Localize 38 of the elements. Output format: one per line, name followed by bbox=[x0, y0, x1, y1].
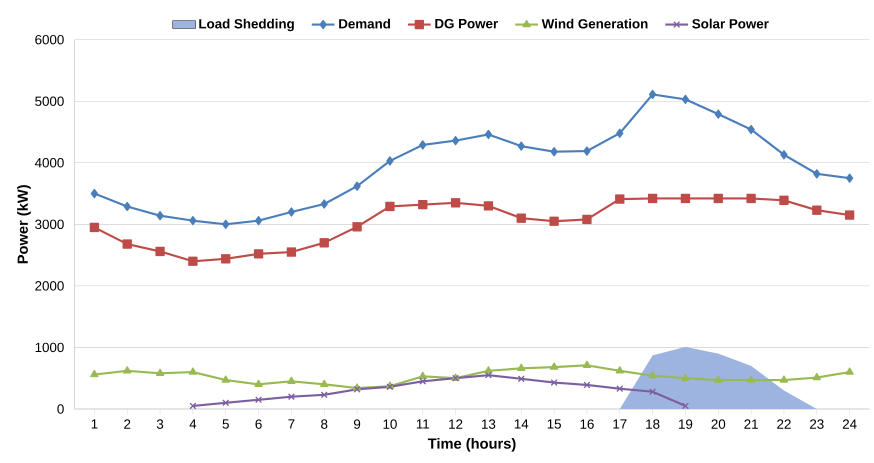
x-tick-label: 19 bbox=[679, 419, 692, 429]
x-tick-label: 10 bbox=[384, 419, 397, 429]
y-tick-label: 6000 bbox=[35, 34, 64, 44]
y-tick-label: 1000 bbox=[36, 342, 64, 352]
x-tick-label: 20 bbox=[712, 419, 726, 429]
x-tick-label: 9 bbox=[354, 419, 360, 429]
x-tick-label: 3 bbox=[156, 419, 164, 429]
x-tick-label: 7 bbox=[288, 419, 294, 429]
x-tick-label: 6 bbox=[256, 419, 262, 429]
x-tick-label: 23 bbox=[810, 419, 824, 429]
legend-label: Solar Power bbox=[692, 18, 769, 28]
x-tick-label: 11 bbox=[416, 419, 430, 429]
x-tick-label: 21 bbox=[744, 419, 758, 429]
x-tick-label: 13 bbox=[482, 419, 496, 429]
legend-label: Wind Generation bbox=[542, 18, 648, 28]
legend-label: Load Shedding bbox=[199, 18, 294, 32]
x-tick-label: 17 bbox=[613, 419, 627, 429]
y-axis-title: Power (kW) bbox=[17, 185, 31, 264]
x-tick-label: 18 bbox=[646, 419, 660, 429]
legend-label: Demand bbox=[339, 18, 390, 28]
x-tick-label: 15 bbox=[548, 419, 561, 429]
x-tick-label: 22 bbox=[777, 419, 791, 429]
x-tick-label: 16 bbox=[580, 419, 594, 429]
x-tick-label: 12 bbox=[449, 419, 462, 429]
x-tick-label: 4 bbox=[189, 419, 196, 429]
x-axis-title: Time (hours) bbox=[428, 438, 516, 452]
y-tick-label: 2000 bbox=[35, 281, 64, 291]
x-tick-label: 5 bbox=[222, 419, 229, 429]
x-tick-label: 8 bbox=[321, 419, 328, 429]
x-tick-label: 2 bbox=[124, 419, 130, 429]
y-tick-label: 0 bbox=[57, 404, 64, 414]
y-tick-label: 4000 bbox=[34, 158, 64, 168]
x-tick-label: 14 bbox=[514, 419, 528, 429]
x-tick-label: 1 bbox=[92, 419, 98, 429]
x-tick-label: 24 bbox=[842, 419, 857, 429]
legend-label: DG Power bbox=[435, 18, 498, 28]
y-tick-label: 3000 bbox=[35, 220, 64, 230]
y-tick-label: 5000 bbox=[35, 96, 64, 106]
